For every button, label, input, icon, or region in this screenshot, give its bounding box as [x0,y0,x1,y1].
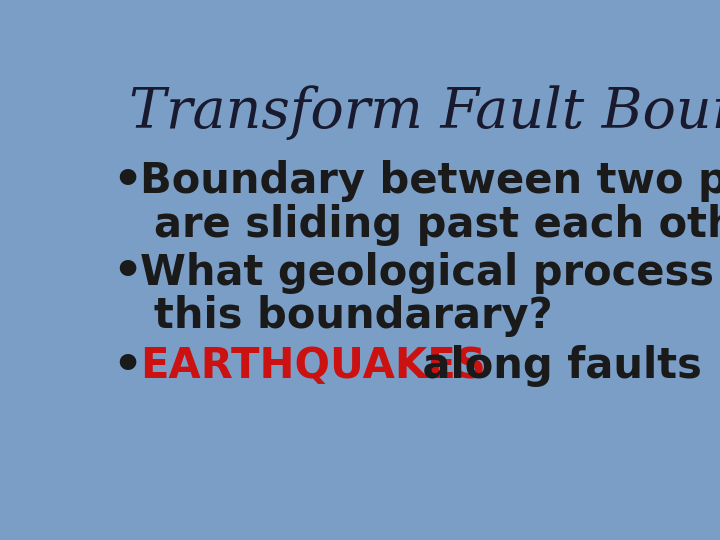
Text: are sliding past each other: are sliding past each other [154,204,720,246]
Text: •: • [112,250,143,295]
Text: along faults: along faults [408,345,702,387]
Text: EARTHQUAKES: EARTHQUAKES [140,345,486,387]
Text: Transform Fault Boundaries: Transform Fault Boundaries [129,85,720,140]
Text: Boundary between two plates that: Boundary between two plates that [140,160,720,202]
Text: this boundarary?: this boundarary? [154,295,553,338]
Text: •: • [112,344,143,389]
Text: •: • [112,159,143,204]
Text: What geological process occurs at: What geological process occurs at [140,252,720,294]
